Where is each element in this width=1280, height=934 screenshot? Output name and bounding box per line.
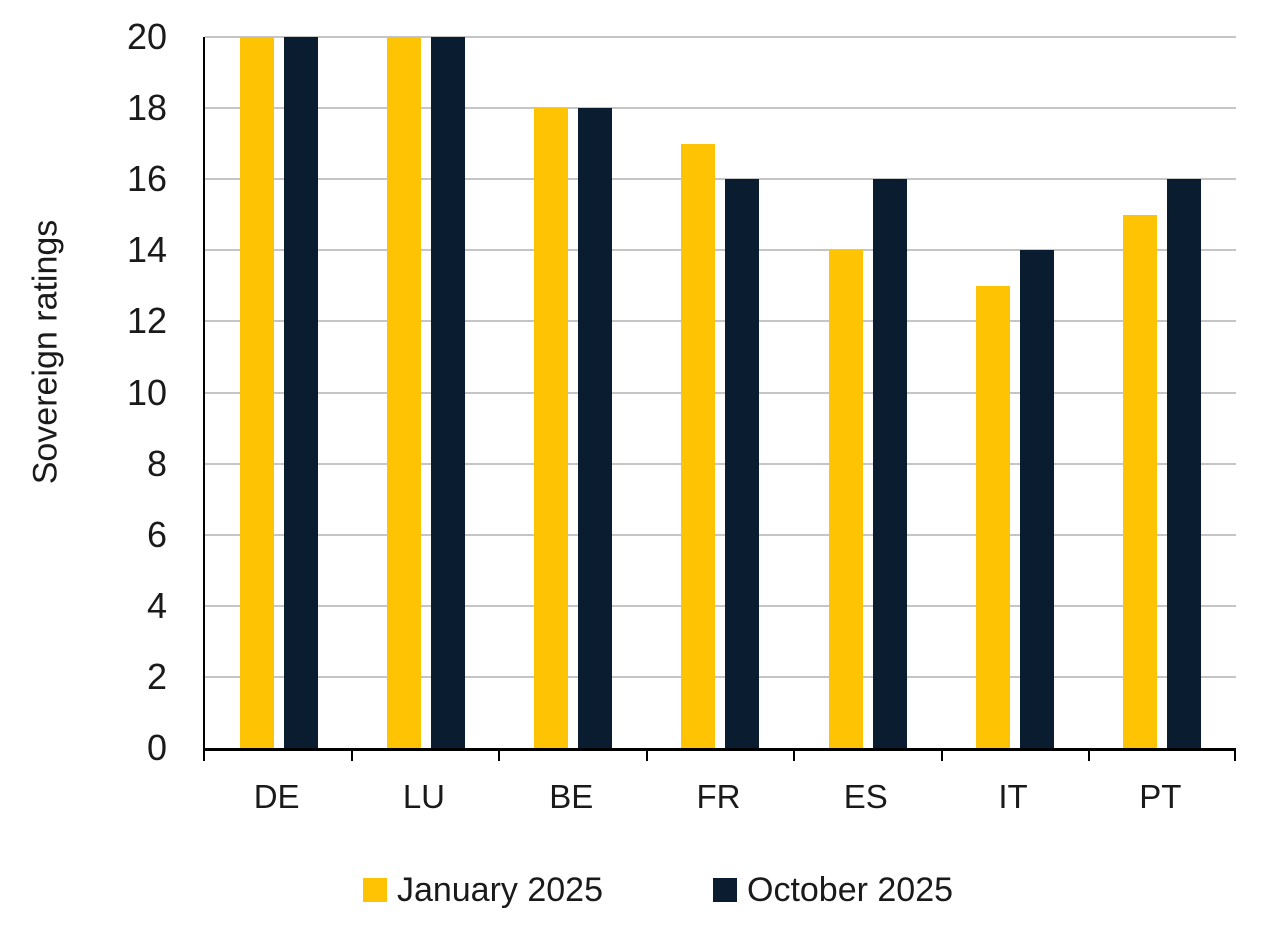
gridline [205,178,1236,181]
x-tick-mark [1234,748,1236,761]
bar-group-it [941,37,1088,748]
legend-swatch [362,878,387,902]
y-tick-label: 0 [146,727,167,768]
gridline [205,249,1236,252]
y-tick-label: 20 [126,16,167,57]
bar [578,108,613,748]
bar [681,143,716,748]
gridline [205,675,1236,678]
y-axis-tick-labels: 0 2 4 6 8 10 12 14 16 18 20 [0,19,167,766]
bar [725,179,760,748]
y-tick-label: 10 [126,371,167,413]
x-category-label: ES [843,778,888,815]
plot-area [203,36,1236,751]
legend: January 2025 October 2025 [18,866,1280,914]
bar-group-es [794,37,941,748]
x-category-label: BE [549,778,594,815]
bar-group-fr [647,37,794,748]
bar [534,108,569,748]
x-axis-tick-marks [203,748,1236,761]
gridline [205,391,1236,394]
y-tick-label: 14 [126,229,167,271]
gridline [205,107,1236,110]
bar [1020,250,1055,748]
y-tick-label: 12 [126,300,167,342]
bar [828,250,863,748]
legend-item: January 2025 [362,870,603,910]
bar [1123,214,1158,748]
gridline [205,462,1236,465]
x-category-label: IT [998,778,1028,815]
x-category-label: DE [253,778,300,815]
x-tick-mark [1088,748,1091,761]
x-tick-mark [203,748,205,761]
gridline [205,533,1236,536]
y-tick-label: 18 [126,87,167,129]
bar [1167,179,1202,748]
y-tick-label: 2 [146,655,167,697]
x-category-label: FR [696,778,741,815]
bar [976,285,1011,748]
bar [239,37,274,748]
bar-group-be [500,37,647,748]
bar [430,37,465,748]
x-tick-mark [793,748,796,761]
gridline [205,320,1236,323]
x-tick-mark [940,748,943,761]
x-category-label: PT [1139,778,1182,815]
legend-label: January 2025 [396,870,603,909]
bar-group-de [205,37,352,748]
gridline [205,604,1236,607]
y-tick-label: 4 [146,584,167,626]
bar-groups [205,37,1236,748]
bar [872,179,907,748]
y-tick-label: 6 [146,513,167,555]
bar-group-pt [1089,37,1236,748]
x-category-label: LU [402,778,446,815]
x-tick-mark [645,748,648,761]
bar [283,37,318,748]
x-tick-mark [350,748,353,761]
legend-item: October 2025 [713,871,953,910]
legend-swatch [713,878,737,902]
bar-group-lu [352,37,499,748]
bar [386,37,421,748]
x-axis-category-labels: DE LU BE FR ES IT PT [203,778,1234,816]
y-tick-label: 8 [146,442,167,484]
x-tick-mark [498,748,501,761]
gridlines [205,36,1236,748]
gridline [205,36,1236,38]
legend-label: October 2025 [747,870,954,909]
y-tick-label: 16 [126,158,167,200]
